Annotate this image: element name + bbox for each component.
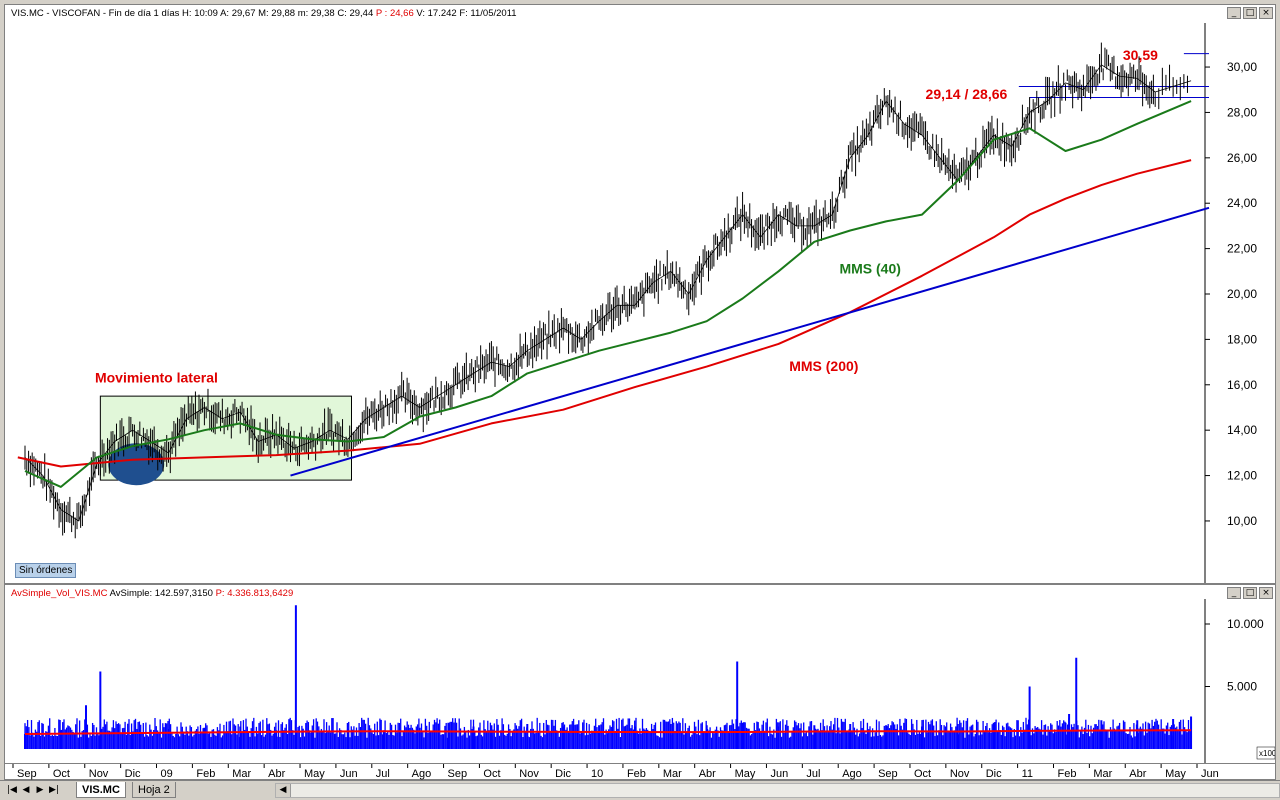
price-y-tick-label: 16,00 bbox=[1227, 378, 1257, 392]
volume-window-buttons: _ □ × bbox=[1227, 587, 1273, 599]
mms40-line bbox=[24, 100, 1192, 488]
price-y-tick-label: 28,00 bbox=[1227, 105, 1257, 119]
price-y-tick-label: 12,00 bbox=[1227, 469, 1257, 483]
date-axis-tick-label: Sep bbox=[878, 768, 898, 780]
date-axis-tick-label: Nov bbox=[89, 768, 109, 780]
price-window-buttons: _ □ × bbox=[1227, 7, 1273, 19]
tab-hoja-2[interactable]: Hoja 2 bbox=[132, 782, 176, 798]
date-axis-tick-label: 11 bbox=[1022, 768, 1033, 780]
horizontal-scrollbar[interactable]: ◀ bbox=[275, 783, 1280, 798]
annotation-mms200: MMS (200) bbox=[789, 358, 858, 374]
date-axis-tick-label: Oct bbox=[53, 768, 70, 780]
price-y-tick-label: 26,00 bbox=[1227, 151, 1257, 165]
volume-y-tick-label: 10.000 bbox=[1227, 617, 1264, 631]
scroll-left-icon[interactable]: ◀ bbox=[276, 784, 291, 797]
date-axis-tick-label: Feb bbox=[1057, 768, 1076, 780]
date-axis-tick-label: Sep bbox=[448, 768, 468, 780]
date-axis-tick-label: Mar bbox=[663, 768, 682, 780]
date-axis-tick-label: May bbox=[1165, 768, 1186, 780]
first-sheet-icon[interactable]: |◀ bbox=[7, 785, 17, 795]
annotation-mms40: MMS (40) bbox=[839, 261, 900, 277]
date-axis-tick-label: Abr bbox=[1129, 768, 1146, 780]
trendline bbox=[290, 206, 1210, 477]
price-y-tick-label: 10,00 bbox=[1227, 514, 1257, 528]
date-axis-tick-label: Feb bbox=[196, 768, 215, 780]
price-info-text: VIS.MC - VISCOFAN - Fin de día 1 días H:… bbox=[11, 8, 374, 19]
date-axis: Sep Oct Nov Dic 09 Feb Mar Abr May Jun Jul Ago Sep Oc… bbox=[4, 764, 1276, 780]
price-y-tick-label: 24,00 bbox=[1227, 196, 1257, 210]
minimize-icon[interactable]: _ bbox=[1227, 587, 1241, 599]
date-axis-tick-label: Nov bbox=[519, 768, 539, 780]
date-axis-tick-label: Oct bbox=[483, 768, 500, 780]
date-axis-svg: Sep Oct Nov Dic 09 Feb Mar Abr May Jun Jul Ago Sep Oc… bbox=[12, 764, 1219, 780]
date-axis-tick-label: Mar bbox=[232, 768, 251, 780]
next-sheet-icon[interactable]: ▶ bbox=[36, 785, 44, 795]
price-y-tick-label: 22,00 bbox=[1227, 242, 1257, 256]
last-sheet-icon[interactable]: ▶| bbox=[49, 785, 59, 795]
maximize-icon[interactable]: □ bbox=[1243, 7, 1257, 19]
p-value-text: P : 24,66 bbox=[375, 8, 414, 19]
mms200-line bbox=[17, 159, 1192, 468]
date-axis-tick-label: May bbox=[735, 768, 756, 780]
maximize-icon[interactable]: □ bbox=[1243, 587, 1257, 599]
price-y-tick-label: 18,00 bbox=[1227, 332, 1257, 346]
price-y-tick-label: 14,00 bbox=[1227, 423, 1257, 437]
date-axis-tick-label: Jul bbox=[806, 768, 820, 780]
volume-chart-header: AvSimple_Vol_VIS.MC AvSimple: 142.597,31… bbox=[11, 588, 293, 599]
prev-sheet-icon[interactable]: ◀ bbox=[22, 785, 30, 795]
date-axis-tick-label: Jul bbox=[376, 768, 390, 780]
price-chart-header: VIS.MC - VISCOFAN - Fin de día 1 días H:… bbox=[11, 8, 517, 19]
price-y-tick-label: 30,00 bbox=[1227, 60, 1257, 74]
date-axis-tick-label: Feb bbox=[627, 768, 646, 780]
volume-date-text: V: 17.242 F: 11/05/2011 bbox=[416, 8, 517, 19]
date-axis-tick-label: Dic bbox=[555, 768, 571, 780]
volume-scale-box bbox=[1256, 746, 1275, 760]
minimize-icon[interactable]: _ bbox=[1227, 7, 1241, 19]
annotation-movimiento-lateral: Movimiento lateral bbox=[95, 370, 218, 386]
date-axis-tick-label: Jun bbox=[770, 768, 788, 780]
annotation-2914-2866: 29,14 / 28,66 bbox=[926, 86, 1008, 102]
volume-avsimple-text: AvSimple: 142.597,3150 bbox=[109, 588, 213, 599]
volume-scale-label: x100 bbox=[1259, 749, 1275, 758]
volume-p-text: P: 4.336.813,6429 bbox=[215, 588, 294, 599]
volume-chart-svg: 5.000 10.000 x100 bbox=[24, 599, 1275, 763]
price-chart-pane[interactable]: VIS.MC - VISCOFAN - Fin de día 1 días H:… bbox=[4, 4, 1276, 584]
date-axis-tick-label: Mar bbox=[1093, 768, 1112, 780]
date-axis-tick-label: Abr bbox=[268, 768, 285, 780]
price-chart-svg: 10,00 12,00 14,00 16,00 18,00 20,00 22,00 24,00… bbox=[17, 23, 1257, 583]
date-axis-tick-label: Ago bbox=[842, 768, 862, 780]
date-axis-tick-label: Oct bbox=[914, 768, 931, 780]
close-icon[interactable]: × bbox=[1259, 587, 1273, 599]
close-icon[interactable]: × bbox=[1259, 7, 1273, 19]
date-axis-tick-label: 10 bbox=[591, 768, 603, 780]
date-axis-tick-label: 09 bbox=[161, 768, 173, 780]
annotation-3059: 30,59 bbox=[1123, 47, 1158, 63]
date-axis-tick-label: Ago bbox=[412, 768, 432, 780]
tab-vis-mc[interactable]: VIS.MC bbox=[76, 782, 126, 798]
sin-ordenes-button[interactable]: Sin órdenes bbox=[15, 563, 77, 578]
volume-chart-pane[interactable]: AvSimple_Vol_VIS.MC AvSimple: 142.597,31… bbox=[4, 584, 1276, 764]
date-axis-tick-label: Nov bbox=[950, 768, 970, 780]
date-axis-tick-label: Dic bbox=[986, 768, 1002, 780]
date-axis-tick-label: Jun bbox=[340, 768, 358, 780]
date-axis-tick-label: May bbox=[304, 768, 325, 780]
volume-y-tick-label: 5.000 bbox=[1227, 680, 1257, 694]
date-axis-tick-label: Sep bbox=[17, 768, 37, 780]
date-axis-tick-label: Abr bbox=[699, 768, 716, 780]
price-y-tick-label: 20,00 bbox=[1227, 287, 1257, 301]
date-axis-tick-label: Dic bbox=[125, 768, 141, 780]
date-axis-tick-label: Jun bbox=[1201, 768, 1219, 780]
price-line bbox=[24, 64, 1192, 522]
sheet-tab-bar: |◀ ◀ ▶ ▶| VIS.MC Hoja 2 ◀ bbox=[0, 780, 1280, 800]
volume-indicator-name: AvSimple_Vol_VIS.MC bbox=[11, 588, 108, 599]
volume-average-line bbox=[24, 729, 1192, 735]
